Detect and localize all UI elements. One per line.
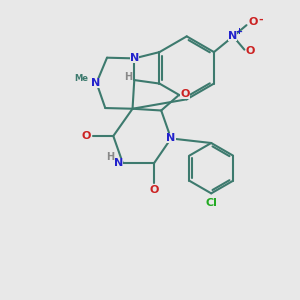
Text: N: N bbox=[130, 53, 139, 63]
Text: -: - bbox=[258, 15, 263, 25]
Text: O: O bbox=[180, 89, 190, 99]
Text: N: N bbox=[91, 78, 101, 88]
Text: O: O bbox=[246, 46, 255, 56]
Text: H: H bbox=[124, 72, 132, 82]
Text: H: H bbox=[106, 152, 115, 162]
Text: O: O bbox=[81, 131, 91, 141]
Text: Me: Me bbox=[74, 74, 88, 83]
Text: N: N bbox=[167, 134, 176, 143]
Text: N: N bbox=[227, 32, 237, 41]
Text: +: + bbox=[235, 27, 242, 36]
Text: Cl: Cl bbox=[206, 198, 218, 208]
Text: O: O bbox=[248, 17, 257, 27]
Text: N: N bbox=[114, 158, 123, 168]
Text: O: O bbox=[149, 184, 159, 194]
